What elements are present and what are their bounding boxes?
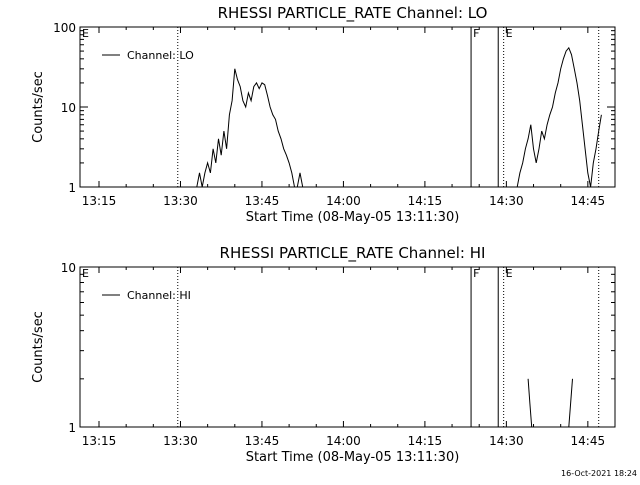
x-tick-label: 13:30 <box>163 434 198 448</box>
x-tick-label: 13:30 <box>163 194 198 208</box>
y-tick-label: 1 <box>68 421 76 435</box>
y-axis-label: Counts/sec <box>31 311 46 383</box>
x-tick-label: 14:15 <box>408 434 443 448</box>
y-tick-label: 10 <box>61 261 76 275</box>
y-tick-label: 100 <box>53 21 76 35</box>
x-tick-label: 13:15 <box>82 194 117 208</box>
event-marker-label: E <box>82 267 89 280</box>
legend-label: Channel: LO <box>127 49 194 62</box>
y-tick-label: 1 <box>68 181 76 195</box>
x-tick-label: 14:45 <box>571 434 606 448</box>
series-line <box>568 378 573 427</box>
y-tick-label: 10 <box>61 101 76 115</box>
x-tick-label: 13:15 <box>82 434 117 448</box>
chart-panel-0: RHESSI PARTICLE_RATE Channel: LO 13:15 13:… <box>31 4 616 225</box>
event-marker-label: E <box>82 27 89 40</box>
x-axis-label: Start Time (08-May-05 13:11:30) <box>246 210 460 225</box>
series-line <box>527 378 533 427</box>
chart-title: RHESSI PARTICLE_RATE Channel: LO <box>218 4 488 23</box>
x-axis-label: Start Time (08-May-05 13:11:30) <box>246 450 460 465</box>
series-line <box>196 68 295 187</box>
x-tick-label: 14:00 <box>326 434 361 448</box>
chart-panel-1: RHESSI PARTICLE_RATE Channel: HI 13:15 13:… <box>31 244 616 465</box>
event-marker-label: E <box>506 27 513 40</box>
x-tick-label: 14:30 <box>489 194 524 208</box>
x-tick-label: 14:00 <box>326 194 361 208</box>
event-marker-label: F <box>473 27 479 40</box>
x-tick-label: 14:15 <box>408 194 443 208</box>
y-axis-label: Counts/sec <box>31 71 46 143</box>
footer-timestamp: 16-Oct-2021 18:24 <box>561 469 637 478</box>
series-line <box>296 172 304 187</box>
series-group <box>527 378 573 427</box>
x-tick-label: 14:45 <box>571 194 606 208</box>
event-marker-label: F <box>473 267 479 280</box>
event-marker-label: E <box>506 267 513 280</box>
x-tick-label: 13:45 <box>245 434 280 448</box>
series-group <box>196 46 602 187</box>
x-tick-label: 14:30 <box>489 434 524 448</box>
chart-title: RHESSI PARTICLE_RATE Channel: HI <box>220 244 486 263</box>
x-tick-label: 13:45 <box>245 194 280 208</box>
legend-label: Channel: HI <box>127 289 191 302</box>
plot-frame <box>79 266 616 428</box>
series-line <box>516 46 602 187</box>
